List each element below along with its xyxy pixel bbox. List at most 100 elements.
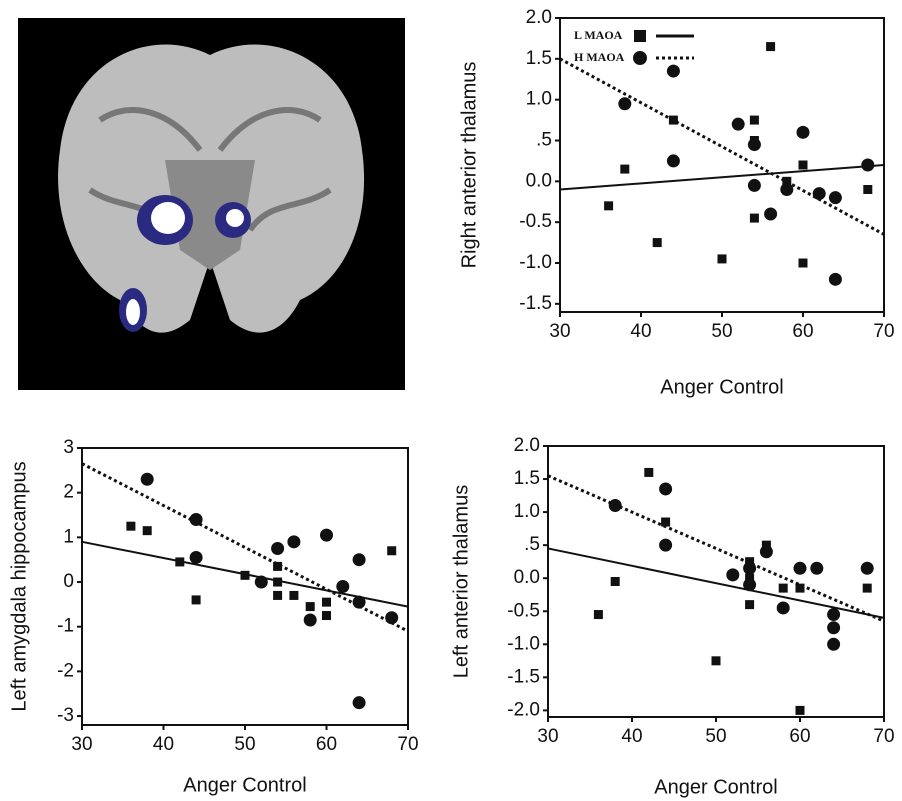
legend-marker	[633, 51, 647, 65]
y-tick-label: .5	[536, 130, 552, 151]
x-tick-label: 50	[711, 321, 732, 342]
y-tick-label: -1	[57, 616, 74, 637]
y-tick-label: -1.0	[519, 252, 552, 273]
point	[190, 513, 203, 526]
x-tick-label: 70	[397, 734, 418, 755]
point	[273, 578, 282, 587]
point	[620, 165, 629, 174]
x-tick-label: 40	[630, 321, 651, 342]
point	[353, 553, 366, 566]
point	[273, 591, 282, 600]
point	[743, 578, 756, 591]
point	[766, 42, 775, 51]
point	[732, 118, 745, 131]
point	[322, 611, 331, 620]
point	[255, 576, 268, 589]
x-tick-label: 70	[873, 321, 894, 342]
point	[143, 526, 152, 535]
point	[241, 571, 250, 580]
point	[271, 542, 284, 555]
y-tick-label: .5	[524, 534, 540, 555]
point	[726, 568, 739, 581]
y-axis-label: Left anterior thalamus	[450, 485, 472, 678]
point	[353, 596, 366, 609]
point	[304, 614, 317, 627]
point	[594, 610, 603, 619]
x-tick-label: 30	[71, 734, 92, 755]
point	[796, 706, 805, 715]
point	[863, 584, 872, 593]
y-tick-label: -2	[57, 660, 74, 681]
point	[863, 185, 872, 194]
y-tick-label: 0.0	[514, 567, 540, 588]
fit-line	[548, 476, 884, 621]
point	[659, 539, 672, 552]
x-tick-label: 70	[873, 726, 894, 747]
activation-core	[126, 299, 140, 325]
y-tick-label: 1.0	[526, 89, 552, 110]
y-tick-label: 2.0	[514, 435, 540, 456]
figure: 2.0 1.5 1.0 .5 0.0 -0.5 -1.0 -1 .5 30 40 50 60 70 Ange…	[0, 0, 902, 801]
point	[861, 562, 874, 575]
x-axis-label: Anger Control	[183, 774, 306, 796]
point	[667, 65, 680, 78]
point	[659, 482, 672, 495]
y-tick-label: 1.5	[526, 48, 552, 69]
point	[644, 468, 653, 477]
point	[653, 238, 662, 247]
fit-line	[548, 548, 884, 617]
point	[712, 656, 721, 665]
y-tick-label: 0.0	[526, 170, 552, 191]
point	[827, 621, 840, 634]
point	[336, 580, 349, 593]
y-tick-label: -0.5	[519, 211, 552, 232]
point	[667, 154, 680, 167]
legend-marker	[634, 30, 646, 42]
point	[829, 273, 842, 286]
y-tick-label: 1	[63, 526, 74, 547]
y-axis-label: Left amygdala hippocampus	[8, 461, 30, 711]
point	[611, 577, 620, 586]
point	[289, 591, 298, 600]
plot-frame	[548, 446, 884, 717]
x-tick-label: 30	[537, 726, 558, 747]
y-tick-label: 2	[63, 482, 74, 503]
point	[829, 191, 842, 204]
y-tick-label: -1.0	[507, 633, 540, 654]
y-tick-label: -3	[57, 705, 74, 726]
x-axis-label: Anger Control	[660, 376, 783, 398]
point	[797, 126, 810, 139]
point	[750, 214, 759, 223]
point	[385, 611, 398, 624]
y-axis-label: Right anterior thalamus	[458, 62, 480, 269]
y-tick-label: 3	[63, 437, 74, 458]
point	[794, 562, 807, 575]
point	[322, 598, 331, 607]
x-tick-label: 40	[621, 726, 642, 747]
point	[779, 584, 788, 593]
fit-line	[560, 165, 884, 190]
point	[387, 546, 396, 555]
point	[192, 595, 201, 604]
point	[750, 116, 759, 125]
x-tick-label: 60	[316, 734, 337, 755]
point	[353, 696, 366, 709]
point	[827, 608, 840, 621]
y-tick-label: 1.5	[514, 468, 540, 489]
point	[748, 179, 761, 192]
point	[604, 201, 613, 210]
y-tick-label: -2.0	[507, 699, 540, 720]
x-axis-label: Anger Control	[654, 776, 777, 798]
point	[609, 499, 622, 512]
point	[764, 208, 777, 221]
point	[743, 562, 756, 575]
y-tick-label: 2.0	[526, 7, 552, 28]
point	[141, 473, 154, 486]
point	[861, 159, 874, 172]
activation-core	[151, 202, 185, 234]
point	[126, 522, 135, 531]
point	[306, 602, 315, 611]
point	[320, 529, 333, 542]
x-tick-label: 30	[549, 321, 570, 342]
point	[780, 183, 793, 196]
